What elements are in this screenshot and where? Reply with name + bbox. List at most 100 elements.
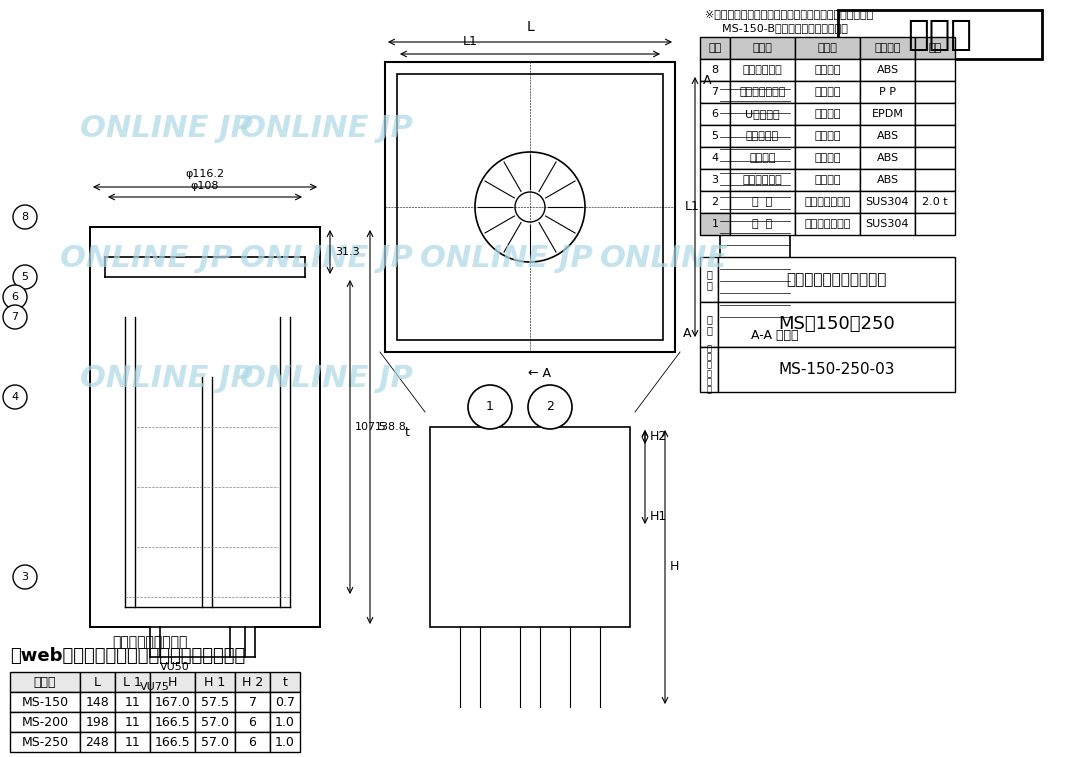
Bar xyxy=(859,59,915,81)
Text: 8: 8 xyxy=(712,65,718,75)
Bar xyxy=(795,59,859,81)
Text: 7: 7 xyxy=(712,87,718,97)
Bar xyxy=(718,302,955,347)
Text: 4: 4 xyxy=(12,392,18,402)
Text: L1: L1 xyxy=(685,201,700,213)
Bar xyxy=(700,169,730,191)
Text: MS－150～250: MS－150～250 xyxy=(778,316,895,334)
Bar xyxy=(270,712,300,732)
Bar xyxy=(730,59,795,81)
Text: ※排水ユニット盖の模様は、サイズにより異なります。: ※排水ユニット盖の模様は、サイズにより異なります。 xyxy=(704,9,873,19)
Bar xyxy=(915,147,955,169)
Bar xyxy=(795,37,859,59)
Bar xyxy=(915,125,955,147)
Bar xyxy=(700,347,718,392)
Text: 31.3: 31.3 xyxy=(335,247,359,257)
Bar xyxy=(859,147,915,169)
Text: 材質名: 材質名 xyxy=(818,43,837,53)
Text: トラップ付排水ユニット: トラップ付排水ユニット xyxy=(787,272,886,287)
Text: H 1: H 1 xyxy=(204,675,226,689)
Bar xyxy=(730,169,795,191)
Text: H: H xyxy=(168,675,177,689)
Circle shape xyxy=(3,385,27,409)
Bar xyxy=(115,692,150,712)
Bar xyxy=(795,125,859,147)
Bar xyxy=(730,81,795,103)
Text: L1: L1 xyxy=(463,35,478,48)
Text: 合成樹耗: 合成樹耗 xyxy=(815,131,840,141)
Text: L 1: L 1 xyxy=(123,675,142,689)
Circle shape xyxy=(3,285,27,309)
Text: 合成樹耗: 合成樹耗 xyxy=(815,153,840,163)
Bar xyxy=(195,732,235,752)
Circle shape xyxy=(13,205,37,229)
Text: ONLINE JP: ONLINE JP xyxy=(241,114,413,143)
Text: 6: 6 xyxy=(12,292,18,302)
Text: VU75: VU75 xyxy=(140,682,170,692)
Bar xyxy=(10,732,80,752)
Bar xyxy=(795,191,859,213)
Text: 57.5: 57.5 xyxy=(201,696,229,709)
Bar xyxy=(718,347,955,392)
Text: ロックネジ: ロックネジ xyxy=(746,131,779,141)
Bar xyxy=(270,732,300,752)
Bar xyxy=(700,37,730,59)
Text: 8: 8 xyxy=(21,212,29,222)
Text: 本  体: 本 体 xyxy=(753,219,773,229)
Bar xyxy=(795,103,859,125)
Circle shape xyxy=(3,305,27,329)
Text: φ108: φ108 xyxy=(190,181,219,191)
Bar xyxy=(859,37,915,59)
Text: 5: 5 xyxy=(21,272,29,282)
Text: ONLINE JP: ONLINE JP xyxy=(60,244,233,273)
Text: MS-200: MS-200 xyxy=(21,715,68,728)
Bar xyxy=(915,169,955,191)
Text: 3: 3 xyxy=(21,572,29,582)
Bar xyxy=(790,182,820,222)
Text: ONLINE JP: ONLINE JP xyxy=(80,114,253,143)
Bar xyxy=(115,672,150,692)
Text: 材質記号: 材質記号 xyxy=(874,43,901,53)
Bar xyxy=(700,213,730,235)
Circle shape xyxy=(13,265,37,289)
Bar xyxy=(700,147,730,169)
Text: フ  タ: フ タ xyxy=(753,197,773,207)
Text: A: A xyxy=(683,327,692,340)
Text: スペリパッキン: スペリパッキン xyxy=(740,87,786,97)
Text: A-A 断面図: A-A 断面図 xyxy=(752,329,799,342)
Text: ← A: ← A xyxy=(528,367,552,380)
Bar xyxy=(700,59,730,81)
Text: ONLINE: ONLINE xyxy=(600,244,728,273)
Text: 148: 148 xyxy=(86,696,109,709)
Bar xyxy=(730,103,795,125)
Bar xyxy=(150,712,195,732)
Bar xyxy=(915,191,955,213)
Bar xyxy=(150,672,195,692)
Bar xyxy=(795,213,859,235)
Text: H2: H2 xyxy=(650,431,667,444)
Text: 4: 4 xyxy=(712,153,718,163)
Text: 5: 5 xyxy=(712,131,718,141)
Text: 7: 7 xyxy=(248,696,257,709)
Text: 138.8: 138.8 xyxy=(375,422,407,432)
Circle shape xyxy=(475,152,585,262)
Bar xyxy=(859,103,915,125)
Bar xyxy=(730,191,795,213)
Bar xyxy=(721,77,790,327)
Text: 3: 3 xyxy=(712,175,718,185)
Text: ABS: ABS xyxy=(877,65,899,75)
Bar xyxy=(10,712,80,732)
Bar xyxy=(730,213,795,235)
Text: 合成樹耗: 合成樹耗 xyxy=(815,175,840,185)
Text: フランジ: フランジ xyxy=(749,153,776,163)
Text: Uパッキン: Uパッキン xyxy=(745,109,779,119)
Bar xyxy=(795,147,859,169)
Circle shape xyxy=(515,192,545,222)
Bar xyxy=(915,59,955,81)
Text: H 2: H 2 xyxy=(242,675,263,689)
Text: ABS: ABS xyxy=(877,131,899,141)
Text: 11: 11 xyxy=(125,715,140,728)
Text: 6: 6 xyxy=(249,715,257,728)
Text: 57.0: 57.0 xyxy=(201,736,229,749)
Bar xyxy=(859,213,915,235)
